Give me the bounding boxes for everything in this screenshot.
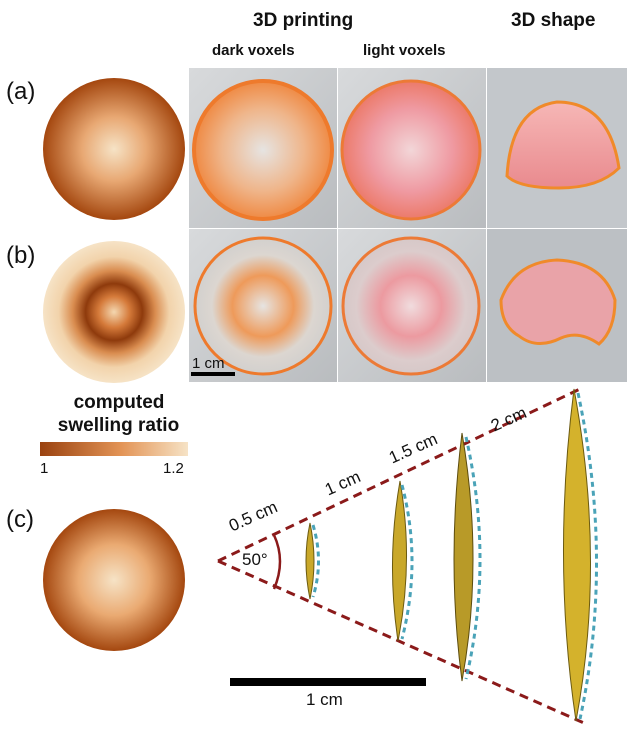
legend-title-line2: swelling ratio <box>57 415 180 436</box>
print-photo-grid <box>189 68 627 382</box>
panel-label-c: (c) <box>6 506 34 533</box>
swelling-disc-b <box>43 241 185 383</box>
swelling-disc-a <box>43 78 185 220</box>
panel-label-b: (b) <box>6 242 36 269</box>
panel-label-a: (a) <box>6 78 36 105</box>
header-3d-shape: 3D shape <box>511 10 596 31</box>
header-dark-voxels: dark voxels <box>212 42 295 59</box>
angle-label: 50° <box>242 550 268 569</box>
legend-colorbar <box>40 442 188 456</box>
header-3d-printing: 3D printing <box>253 10 354 31</box>
legend-min: 1 <box>40 460 49 477</box>
cone-diagram <box>217 387 599 725</box>
header-light-voxels: light voxels <box>363 42 446 59</box>
swelling-disc-c <box>43 509 185 651</box>
legend-max: 1.2 <box>163 460 184 477</box>
scale-label-top: 1 cm <box>192 355 225 372</box>
scale-label-bottom: 1 cm <box>306 690 343 709</box>
legend-title-line1: computed <box>73 392 165 413</box>
